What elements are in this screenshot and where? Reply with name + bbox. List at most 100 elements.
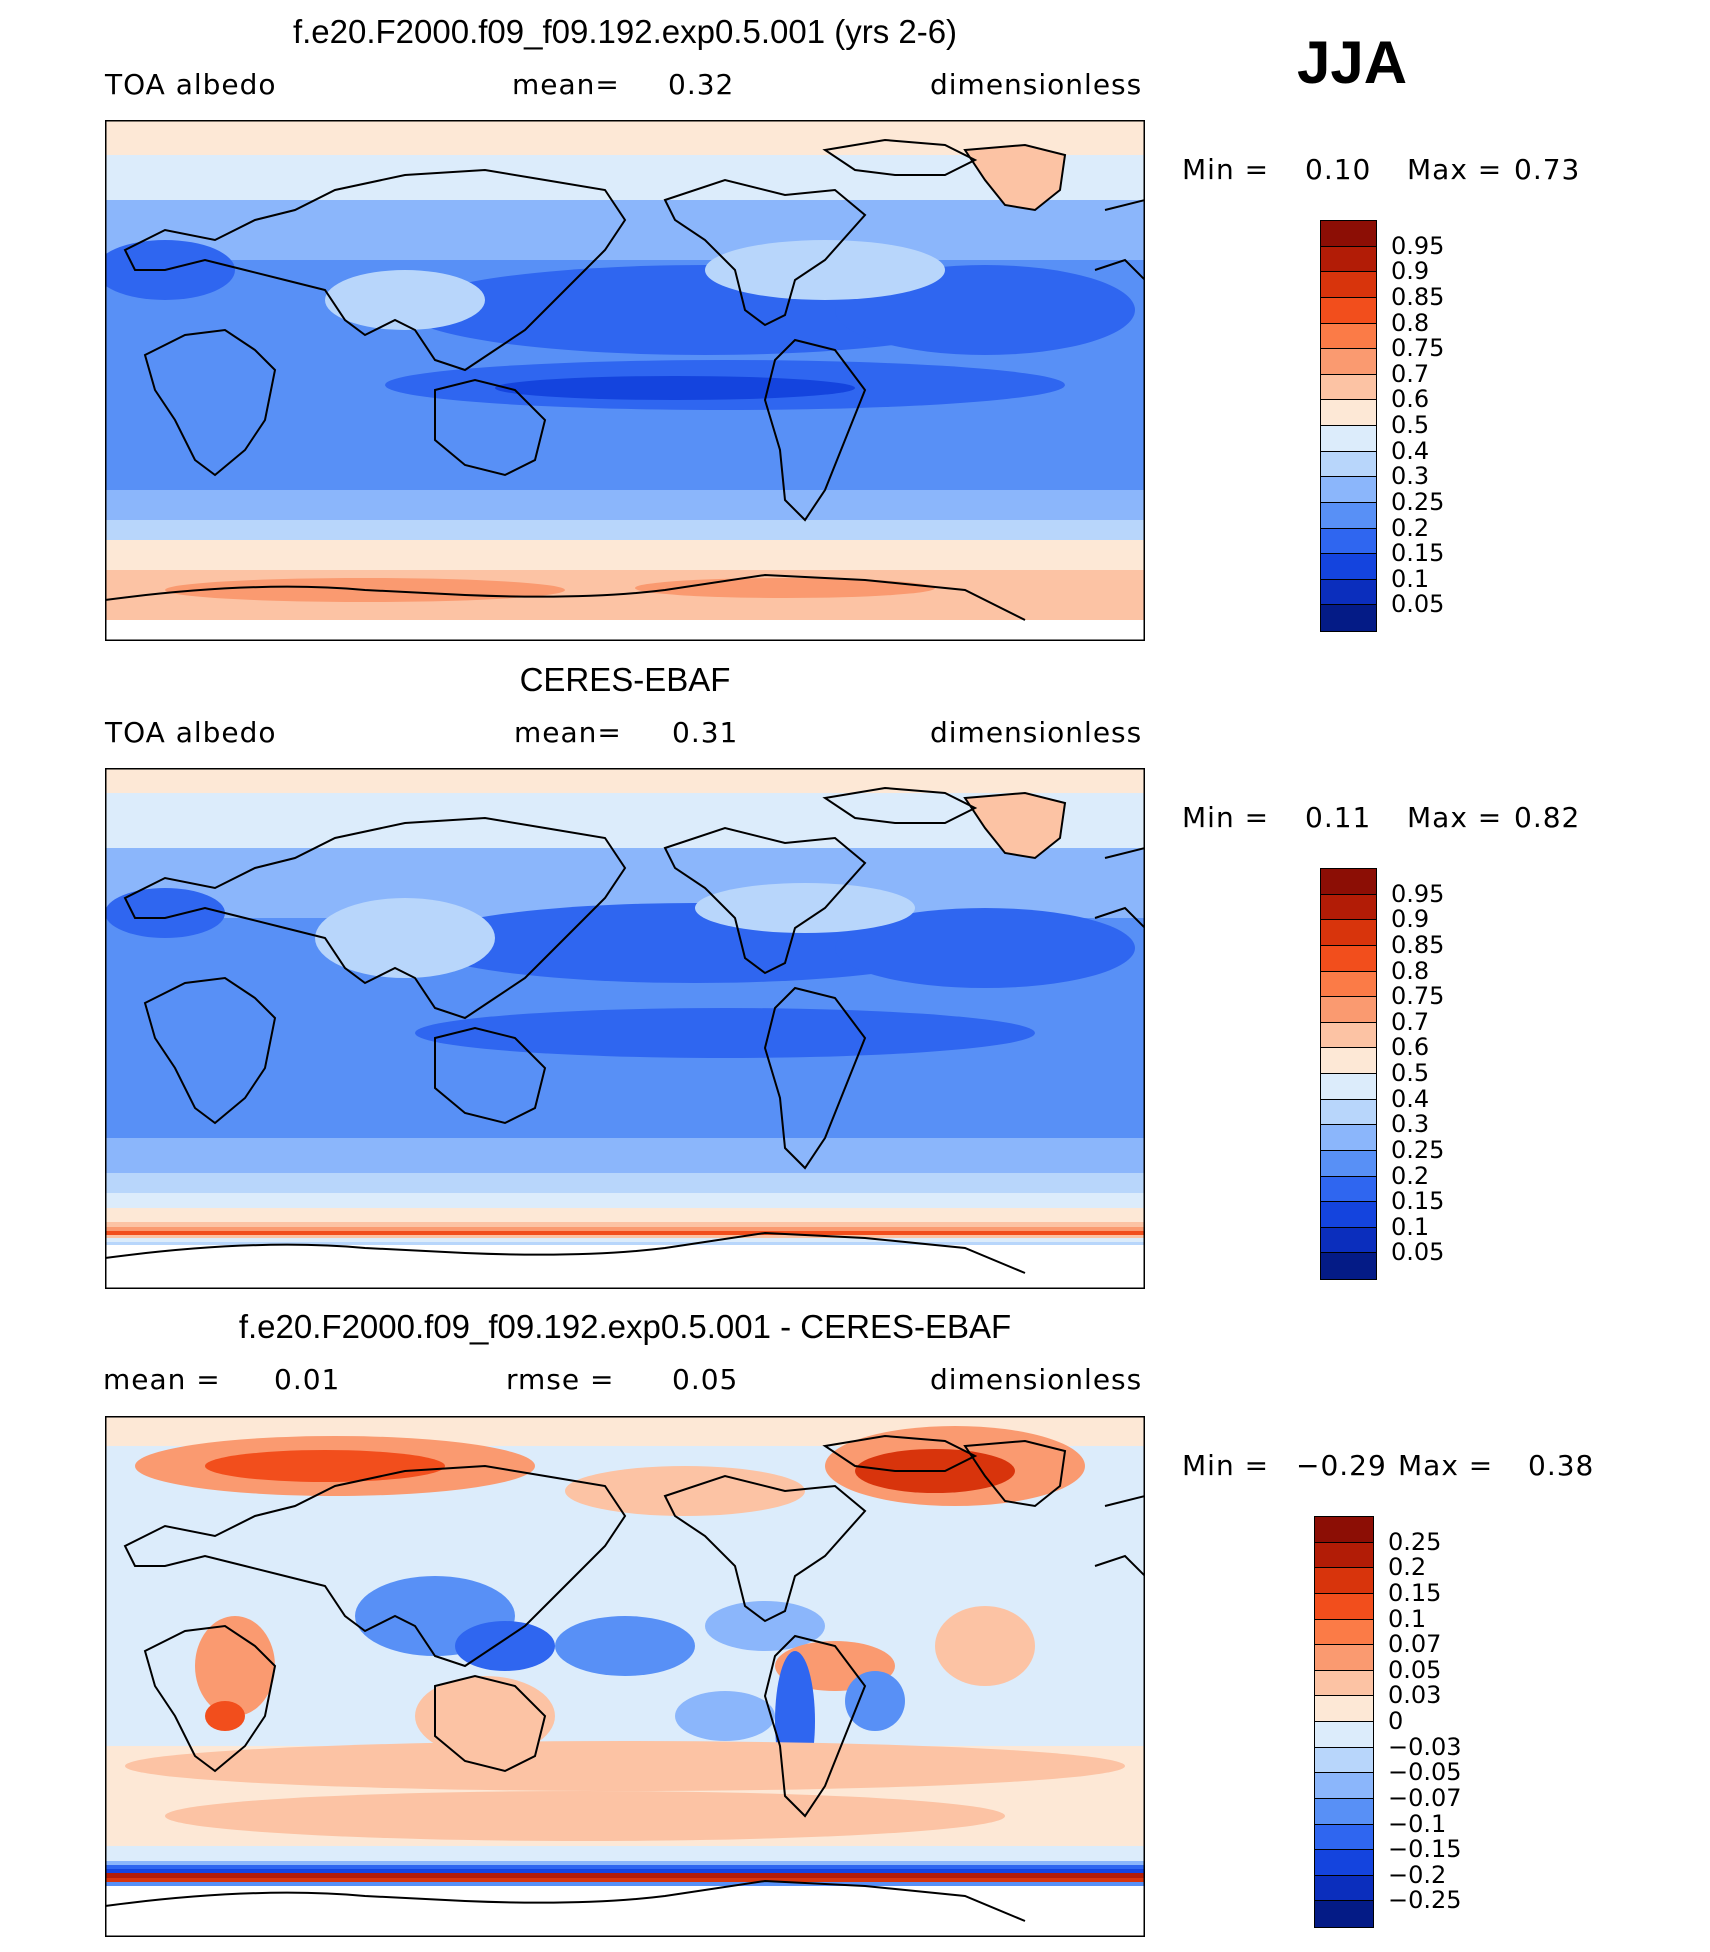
colorbar-level-label: −0.25 xyxy=(1388,1886,1462,1915)
panel-2-min-value: 0.11 xyxy=(1305,801,1372,834)
colorbar-level-label: 0.07 xyxy=(1388,1630,1442,1659)
colorbar-level-label: 0.2 xyxy=(1388,1553,1427,1582)
colorbar-level-label: 0.85 xyxy=(1391,930,1445,959)
colorbar-swatch xyxy=(1320,220,1377,248)
panel-1-frame xyxy=(105,120,1145,641)
colorbar-swatch xyxy=(1320,527,1377,555)
colorbar-swatch xyxy=(1314,1772,1374,1800)
colorbar-swatch xyxy=(1320,1124,1377,1152)
colorbar-level-label: 0.25 xyxy=(1391,487,1445,516)
panel-2-max-label: Max = xyxy=(1407,801,1503,834)
colorbar-swatch xyxy=(1320,322,1377,350)
colorbar-swatch xyxy=(1314,1900,1374,1928)
colorbar-swatch xyxy=(1314,1669,1374,1697)
colorbar-level-label: 0.25 xyxy=(1391,1135,1445,1164)
colorbar-level-label: 0.4 xyxy=(1391,436,1430,465)
colorbar-swatch xyxy=(1320,578,1377,606)
panel-1-max-label: Max = xyxy=(1407,153,1503,186)
panel-1-max-value: 0.73 xyxy=(1514,153,1581,186)
colorbar-swatch xyxy=(1314,1721,1374,1749)
colorbar-level-label: 0.6 xyxy=(1391,385,1430,414)
colorbar-level-label: 0.03 xyxy=(1388,1681,1442,1710)
colorbar-level-label: 0.15 xyxy=(1388,1578,1442,1607)
colorbar-swatch xyxy=(1314,1644,1374,1672)
colorbar-swatch xyxy=(1320,1047,1377,1075)
colorbar-swatch xyxy=(1314,1797,1374,1825)
colorbar-swatch xyxy=(1320,1149,1377,1177)
colorbar-swatch xyxy=(1314,1592,1374,1620)
panel-2-center-label: mean= xyxy=(514,716,622,749)
colorbar-swatch xyxy=(1320,1226,1377,1254)
colorbar-level-label: −0.05 xyxy=(1388,1758,1462,1787)
panel-1-left-label: TOA albedo xyxy=(105,68,277,101)
colorbar-swatch xyxy=(1314,1541,1374,1569)
colorbar-level-label: 0.2 xyxy=(1391,513,1430,542)
colorbar-swatch xyxy=(1320,944,1377,972)
panel-3-field xyxy=(105,1416,1145,1937)
colorbar-level-label: −0.1 xyxy=(1388,1809,1447,1838)
colorbar-level-label: 0.8 xyxy=(1391,308,1430,337)
colorbar-swatch xyxy=(1320,970,1377,998)
colorbar-level-label: 0.3 xyxy=(1391,462,1430,491)
colorbar-swatch xyxy=(1320,501,1377,529)
panel-2-right-label: dimensionless xyxy=(930,716,1143,749)
panel-3-min-label: Min = xyxy=(1182,1449,1270,1482)
colorbar-level-label: 0.85 xyxy=(1391,282,1445,311)
colorbar-level-label: 0.1 xyxy=(1388,1604,1427,1633)
colorbar-swatch xyxy=(1320,919,1377,947)
colorbar-swatch xyxy=(1320,1252,1377,1280)
panel-2-map xyxy=(105,768,1145,1289)
colorbar-swatch xyxy=(1314,1849,1374,1877)
panel-1-map xyxy=(105,120,1145,641)
panel-3-left-label: mean = xyxy=(103,1363,221,1396)
colorbar-swatch xyxy=(1320,271,1377,299)
colorbar-level-label: 0.05 xyxy=(1391,590,1445,619)
panel-2-max-value: 0.82 xyxy=(1514,801,1581,834)
panel-2-min-label: Min = xyxy=(1182,801,1270,834)
colorbar-level-label: 0.7 xyxy=(1391,1007,1430,1036)
colorbar-level-label: 0.05 xyxy=(1391,1238,1445,1267)
colorbar-swatch xyxy=(1320,893,1377,921)
colorbar-swatch xyxy=(1320,1098,1377,1126)
colorbar-level-label: 0.4 xyxy=(1391,1084,1430,1113)
colorbar-swatch xyxy=(1320,1021,1377,1049)
colorbar-level-label: 0.6 xyxy=(1391,1033,1430,1062)
colorbar-level-label: 0.25 xyxy=(1388,1527,1442,1556)
colorbar-swatch xyxy=(1320,450,1377,478)
colorbar-level-label: 0.1 xyxy=(1391,1212,1430,1241)
colorbar-swatch xyxy=(1320,296,1377,324)
panel-1-center-value: 0.32 xyxy=(668,68,735,101)
colorbar-level-label: 0.75 xyxy=(1391,982,1445,1011)
colorbar-level-label: −0.15 xyxy=(1388,1835,1462,1864)
colorbar-swatch xyxy=(1320,996,1377,1024)
colorbar-swatch xyxy=(1320,553,1377,581)
colorbar-level-label: −0.03 xyxy=(1388,1732,1462,1761)
panel-3-map xyxy=(105,1416,1145,1937)
colorbar-swatch xyxy=(1314,1746,1374,1774)
colorbar-swatch xyxy=(1320,476,1377,504)
colorbar-level-label: 0 xyxy=(1388,1707,1404,1735)
colorbar-level-label: −0.07 xyxy=(1388,1783,1462,1812)
panel-1-min-label: Min = xyxy=(1182,153,1270,186)
colorbar-level-label: 0.15 xyxy=(1391,1187,1445,1216)
panel-2-field xyxy=(105,768,1145,1289)
panel-1-right-label: dimensionless xyxy=(930,68,1143,101)
colorbar-level-label: 0.7 xyxy=(1391,359,1430,388)
colorbar-level-label: 0.3 xyxy=(1391,1110,1430,1139)
colorbar-swatch xyxy=(1320,1073,1377,1101)
panel-2-left-label: TOA albedo xyxy=(105,716,277,749)
panel-1-min-value: 0.10 xyxy=(1305,153,1372,186)
panel-1-title: f.e20.F2000.f09_f09.192.exp0.5.001 (yrs … xyxy=(292,13,958,50)
colorbar-swatch xyxy=(1314,1567,1374,1595)
colorbar-level-label: 0.95 xyxy=(1391,879,1445,908)
colorbar-swatch xyxy=(1314,1874,1374,1902)
colorbar-level-label: 0.05 xyxy=(1388,1655,1442,1684)
season-label: JJA xyxy=(1297,29,1408,96)
colorbar-level-label: 0.9 xyxy=(1391,905,1430,934)
panel-3-center-label: rmse = xyxy=(506,1363,615,1396)
panel-3-coastlines xyxy=(105,1434,1145,1922)
panel-2-title: CERES-EBAF xyxy=(519,661,731,698)
colorbar-swatch xyxy=(1320,245,1377,273)
colorbar-level-label: 0.9 xyxy=(1391,257,1430,286)
colorbar-level-label: 0.5 xyxy=(1391,1059,1430,1087)
